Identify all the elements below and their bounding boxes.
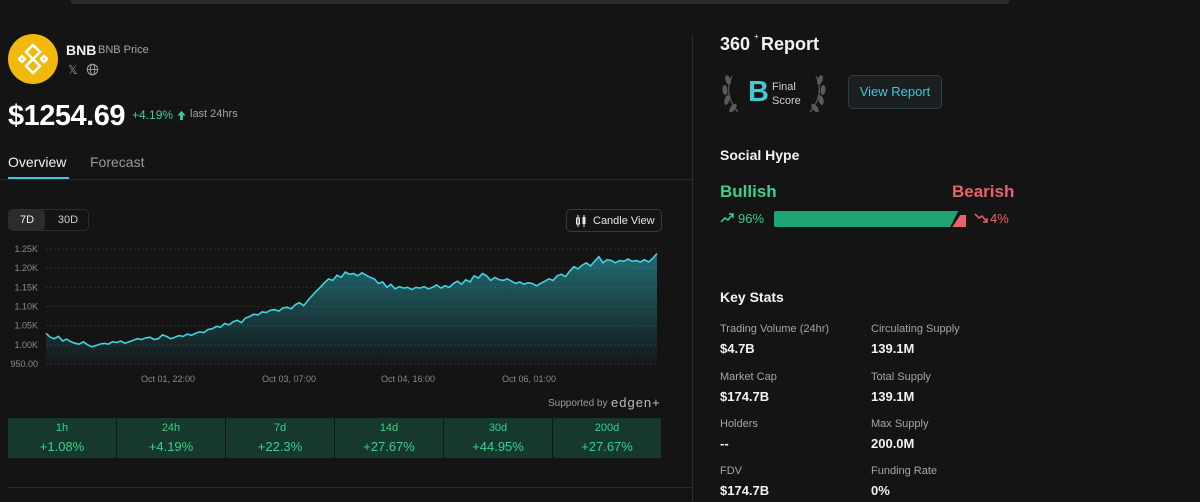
y-tick-label: 1.20K [14,263,38,273]
stat-value: $174.7B [720,389,770,404]
hype-sentiment-bar [774,211,966,227]
supported-by-label: Supported by [548,398,608,409]
active-tab-indicator [8,177,69,179]
final-score-label: Final Score [772,81,801,107]
coin-subtitle: BNB Price [98,44,149,56]
perf-period: 1h [55,422,69,434]
perf-value: +44.95% [472,439,524,454]
stat-value: $4.7B [720,341,755,356]
stat-label: Holders [720,418,758,430]
perf-value: +27.67% [581,439,633,454]
perf-value: +22.3% [257,439,303,454]
perf-cell-30d: 30d +44.95% [444,418,552,458]
coin-symbol: BNB [66,42,97,58]
bearish-segment [952,215,966,227]
perf-value: +1.08% [39,439,85,454]
stat-label: Trading Volume (24hr) [720,323,830,335]
x-tick-label: Oct 01, 22:00 [141,374,195,384]
price-line [45,253,658,348]
perf-cell-200d: 200d +27.67% [553,418,661,458]
perf-period: 24h [161,422,181,434]
y-tick-label: 1.05K [14,321,38,331]
stat-label: Total Supply [871,371,931,383]
stat-label: Funding Rate [871,465,938,477]
perf-cell-1h: 1h +1.08% [8,418,116,458]
range-30d-button[interactable]: 30D [57,214,79,226]
y-tick-label: 1.15K [14,282,38,292]
range-7d-button[interactable]: 7D [9,210,45,230]
social-hype-title: Social Hype [720,147,800,163]
y-tick-label: 1.25K [14,244,38,254]
key-stats-title: Key Stats [720,289,784,305]
y-tick-label: 1.00K [14,340,38,350]
stat-value: -- [720,436,729,451]
perf-cell-7d: 7d +22.3% [226,418,334,458]
perf-cell-14d: 14d +27.67% [335,418,443,458]
top-bar [70,0,1010,4]
perf-period: 14d [379,422,399,434]
x-tick-label: Oct 06, 01:00 [502,374,556,384]
tab-forecast[interactable]: Forecast [90,154,145,170]
price-chart-svg: 1.25K 1.20K 1.15K 1.10K 1.05K 1.00K 950.00 Oct … [10,244,658,384]
stat-value: 200.0M [871,436,915,451]
candle-view-label: Candle View [593,215,655,227]
price-change-period: last 24hrs [190,108,238,120]
stat-value: 139.1M [871,341,915,356]
report-title-word: Report [761,34,819,54]
stat-value: $174.7B [720,483,770,498]
x-logo-icon[interactable]: 𝕏 [68,63,78,77]
current-price: $1254.69 [8,100,125,132]
bearish-percent: 4% [990,211,1009,226]
perf-cell-24h: 24h +4.19% [117,418,225,458]
insights-panel: 360 + Report B Final Score View Report S… [720,0,1190,502]
tab-overview[interactable]: Overview [8,154,67,170]
stat-label: Max Supply [871,418,929,430]
tabs-divider [0,179,692,180]
bnb-logo-icon [8,34,58,84]
globe-icon[interactable] [86,63,99,76]
view-report-button[interactable]: View Report [848,75,942,109]
perf-value: +4.19% [148,439,194,454]
bullish-percent: 96% [738,211,765,226]
trend-up-icon [720,213,734,223]
perf-value: +27.67% [363,439,415,454]
report-title-number: 360 [720,34,751,54]
laurel-wreath-icon [722,75,826,113]
price-change: +4.19% [132,108,174,122]
y-tick-label: 1.10K [14,302,38,312]
x-tick-label: Oct 03, 07:00 [262,374,316,384]
edgen-logo[interactable]: edgen+ [611,395,661,410]
bottom-divider [8,487,692,488]
performance-strip: 1h +1.08% 24h +4.19% 7d +22.3% 14d +27.6… [8,418,662,458]
final-score-grade: B [748,76,769,108]
column-divider [692,34,693,502]
bullish-segment [774,211,959,227]
bullish-label: Bullish [720,182,777,201]
stat-label: Circulating Supply [871,323,960,335]
report-title-sup: + [754,32,759,41]
stat-value: 139.1M [871,389,915,404]
stat-label: FDV [720,465,742,477]
perf-period: 7d [273,422,287,434]
trend-down-icon [974,213,988,223]
price-area [46,253,657,364]
perf-period: 30d [488,422,508,434]
bearish-label: Bearish [952,182,1015,201]
range-selector: 7D 30D [8,209,89,231]
candle-view-button[interactable]: Candle View [566,209,662,232]
arrow-up-icon [177,110,186,121]
stat-value: 0% [871,483,890,498]
price-chart[interactable]: 1.25K 1.20K 1.15K 1.10K 1.05K 1.00K 950.00 Oct … [0,240,692,390]
candlestick-icon [576,215,586,227]
perf-period: 200d [594,422,620,434]
y-tick-label: 950.00 [10,359,38,369]
coin-overview-panel: BNB BNB Price 𝕏 $1254.69 +4.19% last 24h… [0,34,692,488]
stat-label: Market Cap [720,371,777,383]
x-tick-label: Oct 04, 16:00 [381,374,435,384]
